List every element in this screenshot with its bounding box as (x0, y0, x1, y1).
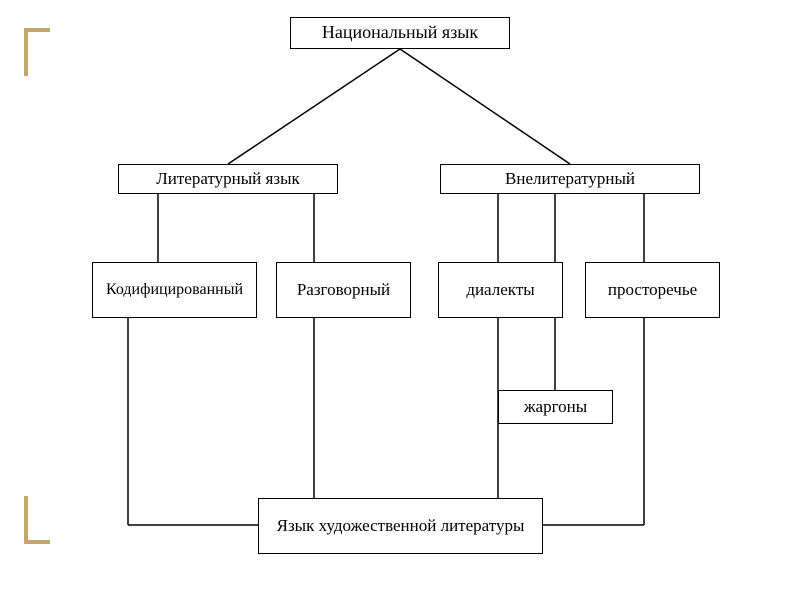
node-label: Кодифицированный (106, 280, 243, 299)
decorative-corner-top-left (24, 28, 50, 76)
node-label: диалекты (466, 280, 534, 300)
node-literary: Литературный язык (118, 164, 338, 194)
node-nonliterary: Внелитературный (440, 164, 700, 194)
node-label: жаргоны (524, 397, 587, 417)
node-slang: просторечье (585, 262, 720, 318)
node-jargons: жаргоны (498, 390, 613, 424)
node-dialects: диалекты (438, 262, 563, 318)
node-label: Национальный язык (322, 22, 478, 44)
node-label: Литературный язык (156, 169, 300, 189)
node-label: Внелитературный (505, 169, 635, 189)
node-colloquial: Разговорный (276, 262, 411, 318)
node-root: Национальный язык (290, 17, 510, 49)
node-label: Разговорный (297, 280, 390, 300)
node-label: просторечье (608, 280, 697, 300)
decorative-corner-bottom-left (24, 496, 50, 544)
node-label: Язык художественной литературы (277, 516, 525, 536)
node-codified: Кодифицированный (92, 262, 257, 318)
node-artlang: Язык художественной литературы (258, 498, 543, 554)
